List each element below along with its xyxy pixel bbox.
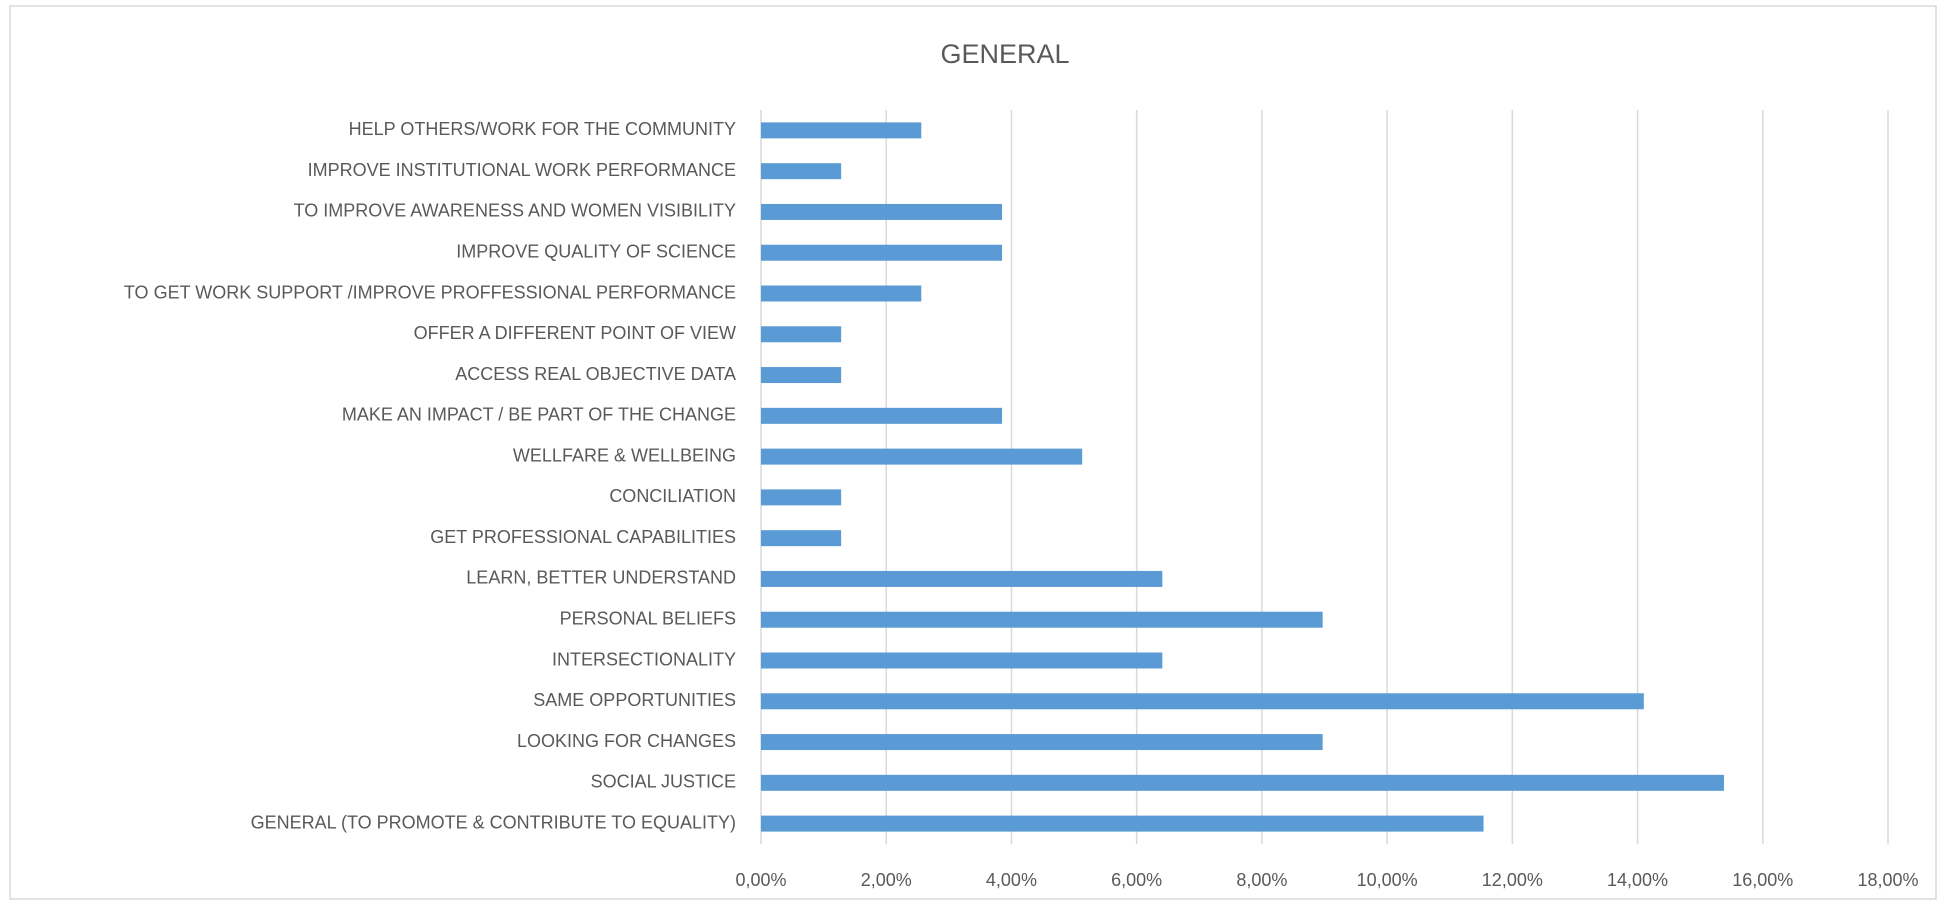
x-tick-label: 18,00%	[1857, 870, 1918, 890]
bar	[761, 326, 842, 343]
x-tick-label: 16,00%	[1732, 870, 1793, 890]
chart-title: GENERAL	[940, 39, 1069, 69]
y-tick-label: CONCILIATION	[609, 486, 736, 506]
y-tick-label: GET PROFESSIONAL CAPABILITIES	[430, 527, 736, 547]
bar	[761, 203, 1003, 220]
x-tick-label: 10,00%	[1357, 870, 1418, 890]
bar	[761, 244, 1003, 261]
y-tick-label: TO GET WORK SUPPORT /IMPROVE PROFFESSION…	[124, 282, 736, 302]
y-tick-label: GENERAL (TO PROMOTE & CONTRIBUTE TO EQUA…	[251, 812, 736, 832]
y-tick-label: OFFER A DIFFERENT POINT OF VIEW	[414, 323, 736, 343]
y-tick-label: WELLFARE & WELLBEING	[513, 445, 736, 465]
y-tick-label: ACCESS REAL OBJECTIVE DATA	[455, 364, 736, 384]
x-tick-label: 8,00%	[1236, 870, 1287, 890]
y-tick-label: SAME OPPORTUNITIES	[533, 690, 736, 710]
bar	[761, 611, 1323, 628]
x-tick-label: 14,00%	[1607, 870, 1668, 890]
bar	[761, 367, 842, 384]
y-tick-label: LEARN, BETTER UNDERSTAND	[466, 568, 736, 588]
bar	[761, 122, 922, 139]
bar	[761, 570, 1163, 587]
y-tick-label: INTERSECTIONALITY	[552, 649, 736, 669]
bar	[761, 163, 842, 180]
y-tick-label: SOCIAL JUSTICE	[591, 772, 736, 792]
y-tick-label: TO IMPROVE AWARENESS AND WOMEN VISIBILIT…	[294, 201, 736, 221]
bar	[761, 693, 1644, 710]
bar	[761, 285, 922, 302]
bar	[761, 407, 1003, 424]
bar	[761, 734, 1323, 751]
bar	[761, 774, 1724, 791]
x-tick-label: 12,00%	[1482, 870, 1543, 890]
y-tick-label: IMPROVE QUALITY OF SCIENCE	[456, 241, 736, 261]
x-tick-label: 4,00%	[986, 870, 1037, 890]
x-tick-label: 6,00%	[1111, 870, 1162, 890]
bar	[761, 815, 1484, 832]
bar	[761, 530, 842, 547]
x-tick-label: 0,00%	[735, 870, 786, 890]
y-tick-label: PERSONAL BELIEFS	[560, 608, 736, 628]
x-tick-label: 2,00%	[861, 870, 912, 890]
y-tick-label: LOOKING FOR CHANGES	[517, 731, 736, 751]
bar	[761, 489, 842, 506]
y-tick-label: MAKE AN IMPACT / BE PART OF THE CHANGE	[342, 405, 736, 425]
y-tick-label: HELP OTHERS/WORK FOR THE COMMUNITY	[349, 119, 736, 139]
bar	[761, 448, 1083, 465]
bar	[761, 652, 1163, 669]
y-tick-label: IMPROVE INSTITUTIONAL WORK PERFORMANCE	[308, 160, 736, 180]
